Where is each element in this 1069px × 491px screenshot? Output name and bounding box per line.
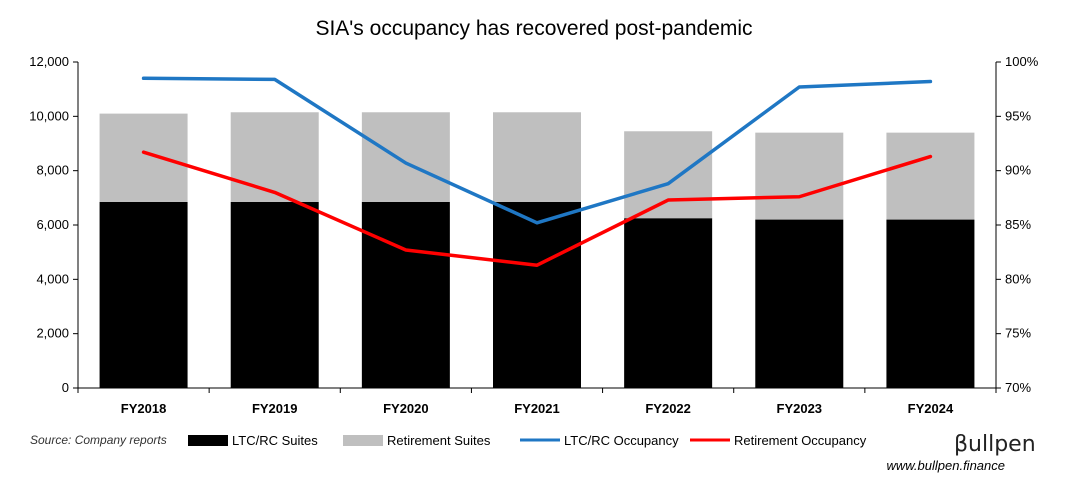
right-tick-label: 75%	[1005, 326, 1031, 341]
x-tick-label: FY2020	[383, 401, 429, 416]
left-tick-label: 10,000	[29, 108, 69, 123]
bar-ltc-suites-fy2019	[230, 201, 319, 388]
right-tick-label: 90%	[1005, 163, 1031, 178]
legend-label-ltc-occupancy: LTC/RC Occupancy	[564, 433, 679, 448]
right-tick-label: 95%	[1005, 108, 1031, 123]
right-tick-label: 70%	[1005, 380, 1031, 395]
bars-group	[99, 112, 975, 388]
legend-label-retirement-suites: Retirement Suites	[387, 433, 491, 448]
legend: LTC/RC Suites Retirement Suites LTC/RC O…	[188, 433, 867, 448]
legend-swatch-ltc-suites	[188, 435, 228, 446]
left-y-axis-ticks: 0 2,000 4,000 6,000 8,000 10,000 12,000	[29, 54, 78, 395]
right-tick-label: 85%	[1005, 217, 1031, 232]
brand-logo: βullpen	[954, 432, 1036, 457]
left-tick-label: 2,000	[36, 326, 69, 341]
legend-label-retirement-occupancy: Retirement Occupancy	[734, 433, 867, 448]
bar-retirement-suites-fy2019	[230, 112, 319, 202]
bar-ltc-suites-fy2024	[886, 219, 975, 388]
right-y-axis-ticks: 70% 75% 80% 85% 90% 95% 100%	[996, 54, 1039, 395]
bar-retirement-suites-fy2018	[99, 113, 188, 202]
x-axis-ticks: FY2018 FY2019 FY2020 FY2021 FY2022 FY2023 FY20…	[77, 388, 997, 416]
source-note: Source: Company reports	[30, 433, 167, 447]
chart-title: SIA's occupancy has recovered post-pande…	[315, 17, 752, 40]
x-tick-label: FY2021	[514, 401, 560, 416]
left-tick-label: 12,000	[29, 54, 69, 69]
x-tick-label: FY2019	[252, 401, 298, 416]
bar-ltc-suites-fy2020	[361, 201, 450, 388]
bar-ltc-suites-fy2022	[624, 218, 713, 388]
x-tick-label: FY2018	[121, 401, 167, 416]
x-tick-label: FY2022	[645, 401, 691, 416]
line-retirement-occupancy	[141, 150, 933, 267]
x-tick-label: FY2023	[777, 401, 823, 416]
left-tick-label: 4,000	[36, 271, 69, 286]
bar-retirement-suites-fy2023	[755, 132, 844, 220]
left-tick-label: 8,000	[36, 163, 69, 178]
bar-retirement-suites-fy2021	[493, 112, 581, 202]
left-tick-label: 6,000	[36, 217, 69, 232]
bar-ltc-suites-fy2021	[493, 201, 581, 388]
bar-ltc-suites-fy2023	[755, 219, 844, 388]
line-ltc-occupancy	[141, 76, 933, 225]
right-tick-label: 80%	[1005, 271, 1031, 286]
legend-label-ltc-suites: LTC/RC Suites	[232, 433, 318, 448]
brand-url: www.bullpen.finance	[886, 458, 1005, 473]
bar-retirement-suites-fy2020	[361, 112, 450, 202]
bar-ltc-suites-fy2018	[99, 201, 188, 388]
bar-retirement-suites-fy2022	[624, 131, 713, 219]
bar-retirement-suites-fy2024	[886, 132, 975, 220]
lines-group	[141, 76, 933, 267]
left-tick-label: 0	[62, 380, 69, 395]
x-tick-label: FY2024	[908, 401, 954, 416]
right-tick-label: 100%	[1005, 54, 1039, 69]
legend-swatch-retirement-suites	[343, 435, 383, 446]
